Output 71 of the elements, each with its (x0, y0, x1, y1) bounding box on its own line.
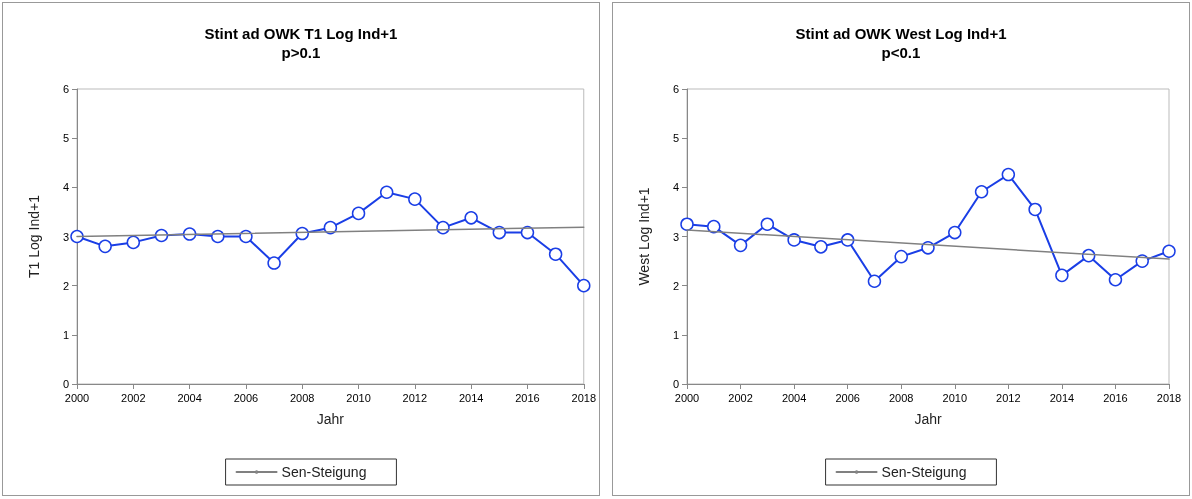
point (1135, 254, 1149, 268)
point (1162, 244, 1176, 258)
y-axis-title: T1 Log Ind+1 (26, 194, 42, 278)
y-tick-label: 2 (672, 279, 679, 292)
x-tick-label: 2012 (402, 391, 428, 404)
point (1001, 167, 1016, 182)
point (239, 229, 253, 244)
point (948, 225, 962, 240)
x-axis-title: Jahr (914, 411, 942, 427)
x-tick-label: 2016 (1103, 391, 1128, 404)
point (408, 192, 422, 206)
point (267, 256, 281, 270)
point (577, 278, 591, 293)
point (707, 219, 721, 234)
y-tick-label: 0 (62, 378, 69, 390)
x-tick-label: 2012 (996, 391, 1021, 404)
x-tick-label: 2000 (674, 391, 700, 404)
point (126, 235, 141, 250)
point (70, 229, 84, 244)
point (351, 206, 366, 221)
point (894, 249, 908, 264)
x-tick-label: 2002 (121, 391, 146, 404)
x-tick-label: 2004 (177, 391, 202, 404)
x-tick-label: 2000 (64, 391, 90, 404)
x-tick-label: 2008 (888, 391, 914, 404)
x-tick-label: 2004 (781, 391, 807, 404)
y-tick-label: 6 (62, 83, 69, 95)
point (1055, 268, 1069, 283)
x-axis-title: Jahr (316, 411, 345, 427)
point (98, 239, 112, 254)
x-tick-label: 2008 (289, 391, 315, 404)
chart-subtitle: p>0.1 (281, 44, 321, 61)
y-tick-label: 4 (62, 181, 69, 194)
y-tick-label: 1 (62, 328, 69, 341)
x-tick-label: 2014 (458, 391, 484, 404)
x-tick-label: 2014 (1049, 391, 1075, 404)
x-tick-label: 2010 (942, 391, 968, 404)
point (464, 211, 478, 225)
x-tick-label: 2010 (346, 391, 371, 404)
legend-label: Sen-Steigung (281, 464, 367, 480)
x-tick-label: 2002 (728, 391, 753, 404)
point (379, 185, 394, 199)
point (680, 217, 694, 231)
point (1108, 273, 1123, 287)
x-tick-label: 2018 (1156, 391, 1182, 404)
point (814, 240, 828, 254)
legend-label: Sen-Steigung (881, 464, 967, 480)
y-tick-label: 0 (672, 378, 679, 390)
point (733, 238, 748, 253)
x-tick-label: 2006 (835, 391, 860, 404)
y-tick-label: 1 (672, 328, 679, 341)
y-tick-label: 4 (672, 181, 679, 194)
y-tick-label: 3 (672, 230, 679, 243)
y-tick-label: 2 (62, 279, 69, 292)
x-tick-label: 2006 (233, 391, 259, 404)
y-tick-label: 3 (62, 230, 69, 243)
y-tick-label: 5 (62, 132, 69, 145)
point (1028, 202, 1042, 217)
point (974, 185, 989, 199)
x-tick-label: 2018 (571, 391, 597, 404)
y-axis-title: West Log Ind+1 (636, 187, 652, 286)
chart-subtitle: p<0.1 (881, 44, 921, 61)
point (787, 233, 801, 247)
chart-title: Stint ad OWK West Log Ind+1 (795, 25, 1007, 42)
y-tick-label: 5 (672, 132, 679, 145)
y-tick-label: 6 (672, 83, 679, 95)
x-tick-label: 2016 (515, 391, 540, 404)
chart-title: Stint ad OWK T1 Log Ind+1 (204, 25, 398, 42)
point (760, 217, 775, 231)
point (867, 274, 882, 288)
point (548, 247, 563, 261)
